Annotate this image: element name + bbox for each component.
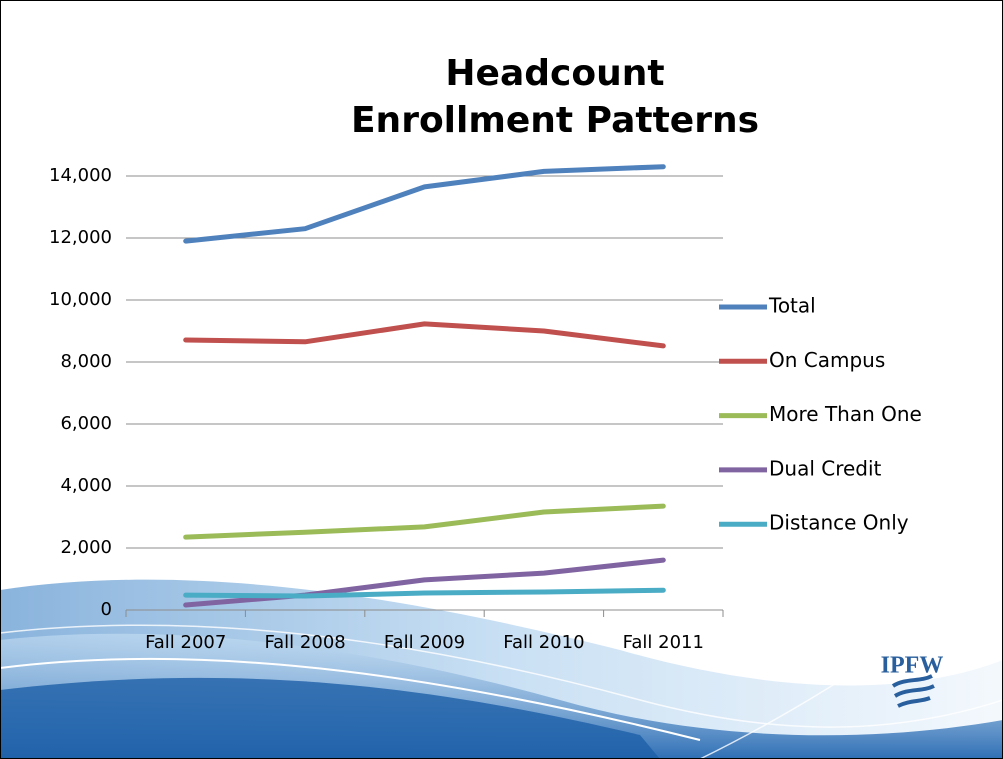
legend-label: Total (768, 294, 816, 318)
chart-title: Headcount (445, 53, 664, 94)
y-tick-label: 2,000 (60, 537, 112, 558)
y-tick-label: 6,000 (60, 413, 112, 434)
legend-label: On Campus (769, 348, 885, 372)
x-tick-label: Fall 2010 (503, 632, 584, 653)
legend-label: Dual Credit (769, 456, 882, 480)
x-tick-label: Fall 2009 (384, 632, 465, 653)
chart-title: Enrollment Patterns (351, 100, 759, 141)
series-line (183, 587, 666, 599)
series-line (183, 557, 666, 608)
x-tick-label: Fall 2007 (145, 632, 226, 653)
logo-mark (891, 674, 935, 708)
x-tick-label: Fall 2008 (264, 632, 345, 653)
wave-line (0, 624, 1003, 728)
series-line (183, 164, 666, 244)
wave-line (699, 639, 901, 759)
legend-label: More Than One (769, 402, 922, 426)
wave-line (0, 657, 701, 741)
x-tick-label: Fall 2011 (623, 632, 704, 653)
y-tick-label: 12,000 (49, 227, 112, 248)
y-tick-label: 4,000 (60, 475, 112, 496)
series-line (183, 321, 666, 349)
y-tick-label: 10,000 (49, 289, 112, 310)
series-line (183, 503, 666, 540)
y-tick-label: 14,000 (49, 165, 112, 186)
y-tick-label: 8,000 (60, 351, 112, 372)
logo: IPFW (881, 653, 944, 679)
legend-label: Distance Only (769, 511, 909, 535)
y-tick-label: 0 (101, 599, 112, 620)
wave-decoration (0, 677, 660, 759)
